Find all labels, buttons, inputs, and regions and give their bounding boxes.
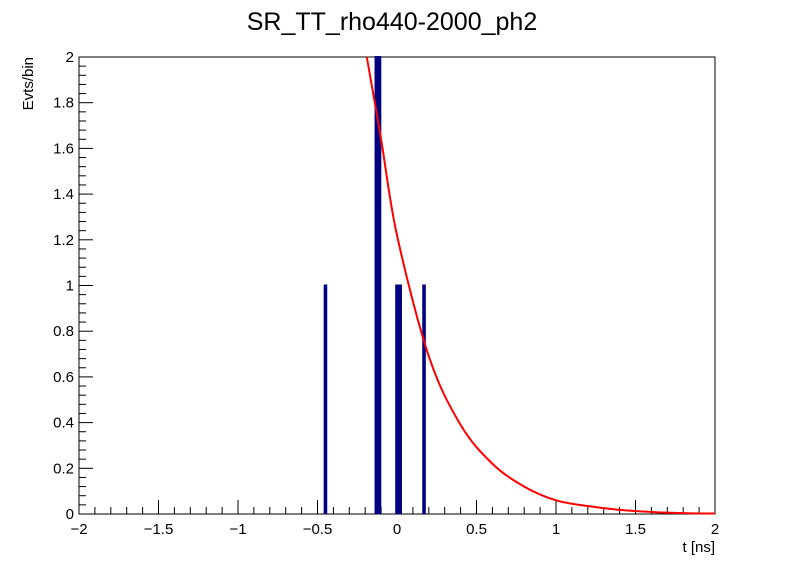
x-axis-label: t [ns] [682, 539, 715, 556]
y-tick-label: 2 [66, 49, 74, 66]
x-tick-label: 0 [393, 521, 401, 538]
x-tick-label: 2 [711, 521, 719, 538]
histogram-bar [374, 56, 379, 514]
y-tick-label: 1.8 [53, 95, 74, 112]
x-tick-label: −1.5 [144, 521, 174, 538]
y-axis: 0 0.2 0.4 0.6 0.8 1 1.2 1.4 1.6 1.8 2 [53, 49, 93, 523]
fit-curve [365, 56, 716, 515]
x-tick-label: −2 [70, 521, 87, 538]
histogram-bar [422, 284, 426, 514]
x-tick-label: −1 [229, 521, 246, 538]
y-tick-label: 0.6 [53, 369, 74, 386]
histogram-bar [395, 284, 399, 514]
x-tick-label: 0.5 [466, 521, 487, 538]
histogram-bar [377, 56, 382, 514]
y-tick-label: 1.6 [53, 140, 74, 157]
x-axis: −2 −1.5 −1 −0.5 0 0.5 1 1.5 2 [70, 500, 719, 538]
y-axis-label: Evts/bin [20, 57, 37, 110]
y-tick-label: 1 [66, 278, 74, 295]
x-tick-label: 1.5 [625, 521, 646, 538]
y-tick-label: 0 [66, 506, 74, 523]
histogram-bar [398, 284, 402, 514]
y-tick-label: 0.8 [53, 323, 74, 340]
chart-title: SR_TT_rho440-2000_ph2 [247, 8, 537, 36]
y-tick-label: 0.2 [53, 460, 74, 477]
x-tick-label: 1 [552, 521, 560, 538]
x-tick-label: −0.5 [303, 521, 333, 538]
histogram-bar [323, 284, 328, 514]
y-tick-label: 1.4 [53, 186, 74, 203]
histogram-bars [323, 56, 426, 514]
y-tick-label: 0.4 [53, 415, 74, 432]
y-tick-label: 1.2 [53, 232, 74, 249]
